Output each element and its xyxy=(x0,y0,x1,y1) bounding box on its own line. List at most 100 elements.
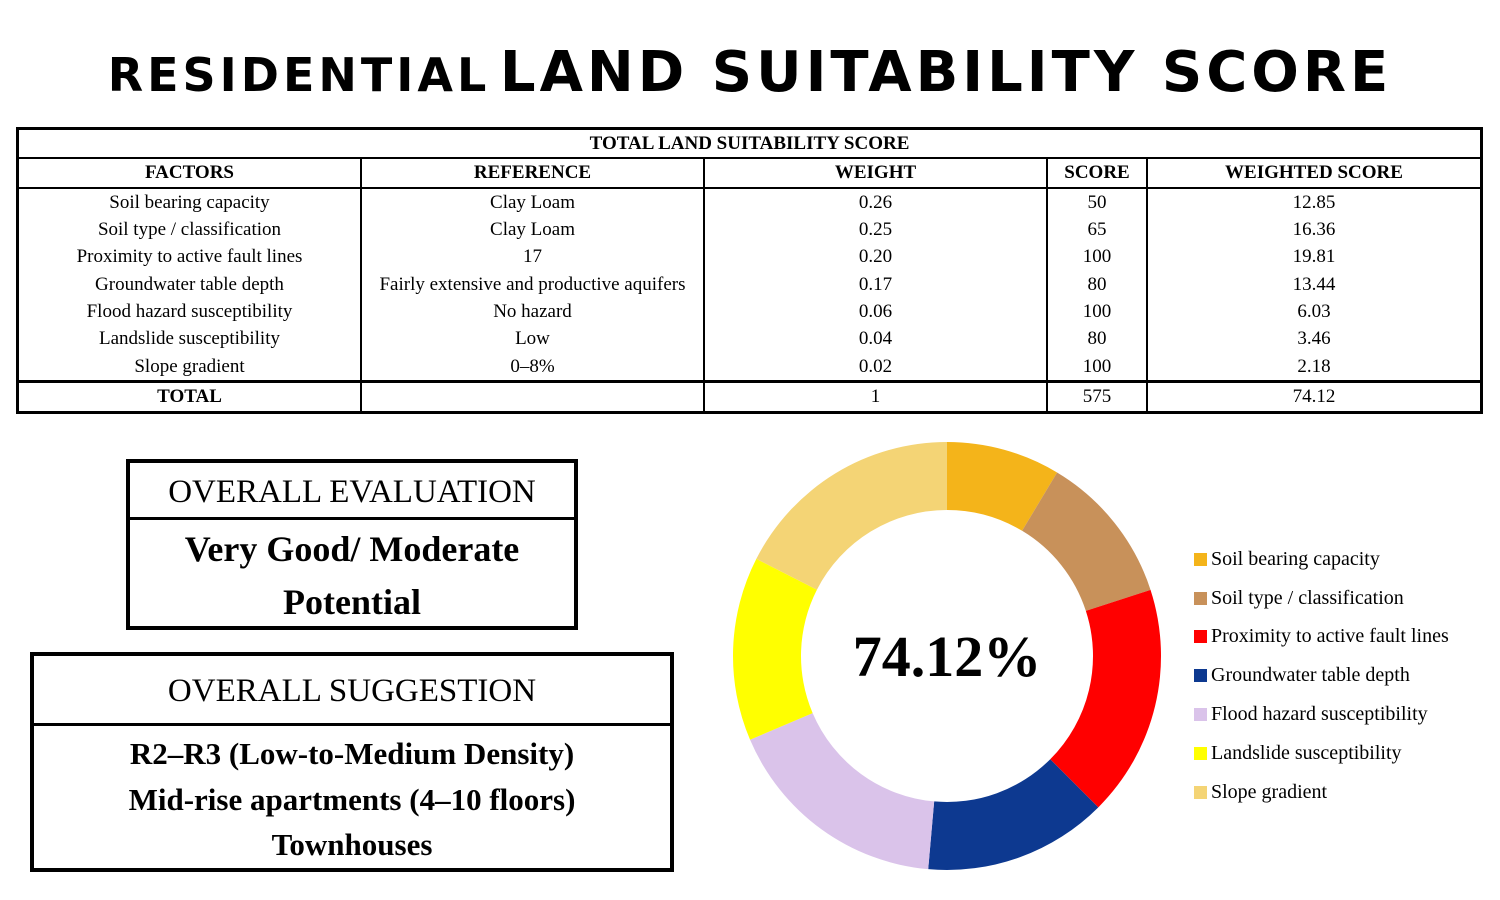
header-factors: FACTORS xyxy=(16,158,362,189)
legend-item: Proximity to active fault lines xyxy=(1194,618,1449,657)
legend-item: Landslide susceptibility xyxy=(1194,734,1449,773)
donut-chart: 74.12% xyxy=(733,442,1161,870)
legend-label: Slope gradient xyxy=(1211,780,1328,803)
table-row: Slope gradient 0–8% 0.02 100 2.18 xyxy=(16,352,1483,382)
cell-weighted-score: 6.03 xyxy=(1146,297,1483,326)
table-caption: TOTAL LAND SUITABILITY SCORE xyxy=(16,128,1483,160)
legend-swatch-icon xyxy=(1194,591,1207,605)
cell-weighted-score: 13.44 xyxy=(1146,270,1483,298)
legend-swatch-icon xyxy=(1194,785,1207,799)
cell-score: 65 xyxy=(1046,215,1148,244)
cell-reference: Clay Loam xyxy=(360,187,705,216)
legend-label: Soil bearing capacity xyxy=(1211,547,1380,570)
header-weighted-score: WEIGHTED SCORE xyxy=(1146,158,1483,189)
donut-segment-slope-gradient xyxy=(756,442,947,590)
cell-factor: Soil bearing capacity xyxy=(16,187,362,216)
table-total-row: TOTAL 1 575 74.12 xyxy=(16,379,1483,413)
cell-factor: Soil type / classification xyxy=(16,215,362,244)
legend-label: Landslide susceptibility xyxy=(1211,741,1402,764)
cell-weight: 0.17 xyxy=(703,270,1048,298)
legend-swatch-icon xyxy=(1194,708,1207,722)
table-header-row: FACTORS REFERENCE WEIGHT SCORE WEIGHTED … xyxy=(16,158,1483,189)
evaluation-line: Very Good/ Moderate xyxy=(184,529,520,569)
cell-weight: 0.20 xyxy=(703,243,1048,271)
title-part-residential: RESIDENTIAL xyxy=(107,48,491,102)
donut-segment-soil-type-classification xyxy=(1022,472,1151,611)
legend-item: Soil type / classification xyxy=(1194,579,1449,618)
cell-score: 100 xyxy=(1046,297,1148,326)
cell-weighted-score: 16.36 xyxy=(1146,215,1483,244)
header-score: SCORE xyxy=(1046,158,1148,189)
table-row: Landslide susceptibility Low 0.04 80 3.46 xyxy=(16,325,1483,353)
table-row: Groundwater table depth Fairly extensive … xyxy=(16,270,1483,298)
legend-item: Slope gradient xyxy=(1194,773,1449,812)
cell-score: 100 xyxy=(1046,352,1148,382)
legend-label: Soil type / classification xyxy=(1211,586,1404,609)
legend-label: Proximity to active fault lines xyxy=(1211,625,1449,648)
cell-weight: 0.06 xyxy=(703,297,1048,326)
legend-item: Soil bearing capacity xyxy=(1194,540,1449,579)
cell-score: 50 xyxy=(1046,187,1148,216)
total-label: TOTAL xyxy=(16,379,362,413)
header-weight: WEIGHT xyxy=(703,158,1048,189)
legend-label: Groundwater table depth xyxy=(1211,664,1410,687)
cell-factor: Proximity to active fault lines xyxy=(16,243,362,271)
cell-weight: 0.04 xyxy=(703,325,1048,353)
legend-item: Groundwater table depth xyxy=(1194,656,1449,695)
cell-factor: Flood hazard susceptibility xyxy=(16,297,362,326)
donut-segment-landslide-susceptibility xyxy=(733,558,817,740)
total-reference xyxy=(360,379,705,413)
cell-reference: 17 xyxy=(360,243,705,271)
cell-weighted-score: 19.81 xyxy=(1146,243,1483,271)
table-row: Soil type / classification Clay Loam 0.25 6… xyxy=(16,215,1483,244)
page-title: RESIDENTIAL LAND SUITABILITY SCORE xyxy=(0,40,1500,105)
cell-weight: 0.26 xyxy=(703,187,1048,216)
cell-factor: Slope gradient xyxy=(16,352,362,382)
donut-segment-proximity-to-active-fault-lines xyxy=(1050,589,1161,808)
overall-evaluation-box: OVERALL EVALUATION Very Good/ Moderate P… xyxy=(126,459,578,630)
legend-swatch-icon xyxy=(1194,669,1207,683)
table-row: Proximity to active fault lines 17 0.20 100… xyxy=(16,243,1483,271)
suggestion-heading: OVERALL SUGGESTION xyxy=(34,656,670,726)
total-weighted-score: 74.12 xyxy=(1146,379,1483,413)
cell-factor: Groundwater table depth xyxy=(16,270,362,298)
suggestion-list: R2–R3 (Low-to-Medium Density) Mid-rise a… xyxy=(34,726,670,868)
evaluation-heading: OVERALL EVALUATION xyxy=(130,463,574,520)
cell-reference: 0–8% xyxy=(360,352,705,382)
cell-reference: No hazard xyxy=(360,297,705,326)
chart-legend: Soil bearing capacity Soil type / classif… xyxy=(1194,540,1449,812)
title-part-main: LAND SUITABILITY SCORE xyxy=(499,40,1393,105)
donut-segments xyxy=(733,442,1161,870)
legend-swatch-icon xyxy=(1194,746,1207,760)
cell-score: 100 xyxy=(1046,243,1148,271)
cell-factor: Landslide susceptibility xyxy=(16,325,362,353)
header-reference: REFERENCE xyxy=(360,158,705,189)
suitability-table: TOTAL LAND SUITABILITY SCORE FACTORS REF… xyxy=(16,127,1483,414)
cell-reference: Clay Loam xyxy=(360,215,705,244)
legend-swatch-icon xyxy=(1194,552,1207,566)
total-score: 575 xyxy=(1046,379,1148,413)
suggestion-line: Mid-rise apartments (4–10 floors) xyxy=(128,781,576,817)
suggestion-line: R2–R3 (Low-to-Medium Density) xyxy=(129,736,575,771)
cell-reference: Fairly extensive and productive aquifers xyxy=(360,270,705,298)
cell-weight: 0.02 xyxy=(703,352,1048,382)
cell-weighted-score: 12.85 xyxy=(1146,187,1483,216)
cell-score: 80 xyxy=(1046,325,1148,353)
cell-weighted-score: 3.46 xyxy=(1146,325,1483,353)
cell-weight: 0.25 xyxy=(703,215,1048,244)
legend-label: Flood hazard susceptibility xyxy=(1211,703,1428,726)
suggestion-line: Townhouses xyxy=(271,827,433,862)
donut-segment-groundwater-table-depth xyxy=(928,759,1099,870)
cell-score: 80 xyxy=(1046,270,1148,298)
legend-swatch-icon xyxy=(1194,630,1207,644)
donut-center-label: 74.12% xyxy=(853,624,1042,689)
donut-segment-flood-hazard-susceptibility xyxy=(750,713,935,870)
donut-segment-soil-bearing-capacity xyxy=(947,442,1058,531)
total-weight: 1 xyxy=(703,379,1048,413)
legend-item: Flood hazard susceptibility xyxy=(1194,695,1449,734)
evaluation-line: Potential xyxy=(283,582,421,622)
cell-reference: Low xyxy=(360,325,705,353)
overall-suggestion-box: OVERALL SUGGESTION R2–R3 (Low-to-Medium … xyxy=(30,652,674,872)
cell-weighted-score: 2.18 xyxy=(1146,352,1483,382)
evaluation-result: Very Good/ Moderate Potential xyxy=(130,520,574,629)
